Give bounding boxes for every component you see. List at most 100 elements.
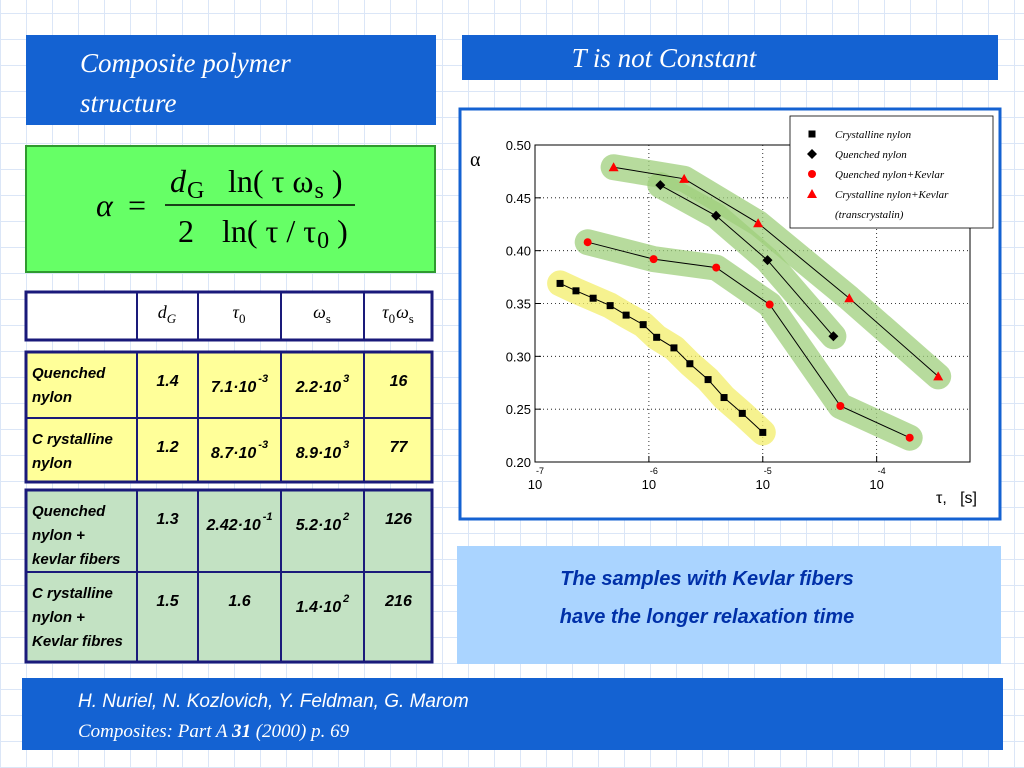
marker <box>808 170 816 178</box>
legend-box <box>789 115 994 229</box>
legend: Crystalline nylon Quenched nylon Quenched … <box>789 115 994 229</box>
row-name: Quenched <box>32 503 106 520</box>
row-name: C rystalline <box>32 431 113 448</box>
table-value-group: 2.2·10 3 <box>295 373 350 396</box>
header-subscript: G <box>167 311 177 326</box>
row-name: Quenched <box>32 365 106 382</box>
x-axis-label: τ, [s] <box>936 490 977 507</box>
marker <box>828 331 839 342</box>
formula-lhs: α <box>96 187 114 223</box>
legend-label: Quenched nylon <box>835 149 907 161</box>
table-value: 1.6 <box>228 593 250 610</box>
marker <box>639 321 647 329</box>
legend-label: Quenched nylon+Kevlar <box>835 169 945 181</box>
marker <box>807 189 817 198</box>
marker <box>670 344 678 352</box>
row-name: C rystalline <box>32 585 113 602</box>
legend-label: Crystalline nylon <box>835 129 912 141</box>
x-tick-exponent: -4 <box>878 466 886 476</box>
header-symbol: ω <box>313 302 326 322</box>
x-tick-label: 10 <box>528 477 542 492</box>
table-exponent: 2 <box>342 511 349 523</box>
fit-line <box>587 241 910 439</box>
marker <box>686 360 694 368</box>
table-value-group: 8.7·10 -3 <box>211 439 268 462</box>
x-tick-label: 10 <box>756 477 770 492</box>
y-axis-label: α <box>470 149 481 171</box>
marker <box>679 173 690 183</box>
formula-bottom-close: ) <box>329 213 348 249</box>
table-value: 216 <box>384 593 412 610</box>
formula-top: ln( τ ω <box>228 163 313 199</box>
table-value: 2.2·10 <box>295 379 341 396</box>
fit-line <box>660 184 834 337</box>
header-symbol: τ <box>233 302 240 322</box>
table-value-group: 7.1·10 -3 <box>211 373 268 396</box>
marker <box>622 311 630 319</box>
marker <box>738 409 746 417</box>
row-name: nylon <box>32 455 72 472</box>
x-tick-label: 10 <box>642 477 656 492</box>
row-name: nylon + <box>32 609 85 626</box>
formula-top-close: ) <box>324 163 343 199</box>
x-tick-exponent: -5 <box>764 466 772 476</box>
y-tick-label: 0.50 <box>506 138 531 153</box>
footer-citation: (2000) p. 69 <box>251 721 350 742</box>
table-value-group: 8.9·10 3 <box>296 439 350 462</box>
table-exponent: -1 <box>263 511 273 523</box>
table-value: 5.2·10 <box>296 517 341 534</box>
x-tick-label: 10 <box>869 477 883 492</box>
table-exponent: -3 <box>258 373 268 385</box>
table-value: 2.42·10 <box>205 517 260 534</box>
legend-note: (transcrystalin) <box>835 209 904 221</box>
header-symbol: τ <box>382 302 389 322</box>
x-tick-exponent: -7 <box>536 466 544 476</box>
left-title: Composite polymer <box>80 48 291 78</box>
formula-top-sub: s <box>314 178 323 204</box>
footer-box <box>22 678 1003 750</box>
marker <box>608 162 619 172</box>
row-name: nylon <box>32 389 72 406</box>
formula-bottom-sub: 0 <box>317 228 329 254</box>
table-value-group: 1.4·10 2 <box>296 593 350 616</box>
marker <box>765 300 774 309</box>
conclusion-line: have the longer relaxation time <box>560 606 855 628</box>
y-tick-label: 0.30 <box>506 349 531 364</box>
y-tick-label: 0.35 <box>506 297 531 312</box>
marker <box>655 180 666 191</box>
header-symbol: ω <box>396 302 409 322</box>
formula-box <box>25 145 436 273</box>
table-value: 77 <box>390 439 409 456</box>
marker <box>712 263 721 272</box>
table-value: 1.5 <box>156 593 179 610</box>
table-exponent: 2 <box>342 593 349 605</box>
row-name: kevlar fibers <box>32 551 120 568</box>
table-value: 126 <box>385 511 412 528</box>
marker <box>807 149 817 159</box>
footer-citation: 31 <box>231 721 251 742</box>
table-value: 1.3 <box>156 511 178 528</box>
marker <box>836 401 845 410</box>
legend-label: Crystalline nylon+Kevlar <box>835 189 949 201</box>
formula-num: d <box>170 163 187 199</box>
left-title: structure <box>80 88 177 118</box>
marker <box>808 130 816 138</box>
marker <box>649 255 658 264</box>
left-title-box <box>26 35 436 125</box>
marker <box>606 302 614 310</box>
formula-eq: = <box>128 187 146 223</box>
table-header <box>24 290 434 342</box>
marker <box>905 433 914 442</box>
table-value: 16 <box>390 373 408 390</box>
formula-num-sub: G <box>187 178 204 204</box>
marker <box>933 371 944 381</box>
formula-den: 2 <box>178 213 194 249</box>
marker <box>556 279 564 287</box>
header-subscript: s <box>409 311 414 326</box>
plot <box>547 154 952 451</box>
table-value: 1.2 <box>156 439 178 456</box>
